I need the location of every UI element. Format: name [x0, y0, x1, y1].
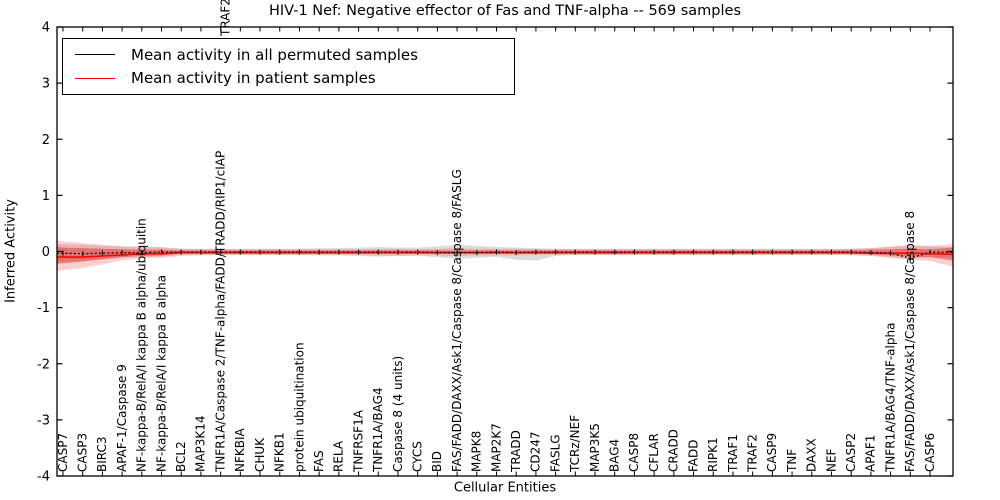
x-tick-label: CHUK — [253, 437, 267, 472]
x-tick-label: protein ubiquitination — [292, 342, 306, 472]
y-tick-label: 1 — [42, 189, 50, 204]
band-patient-samples-std-inner — [57, 247, 953, 264]
y-tick-label: 0 — [42, 245, 50, 260]
x-tick-label: FAS/FADD/DAXX/Ask1/Caspase 8/Caspase 8 — [903, 211, 917, 472]
x-tick-label: TNFR1A/Caspase 2/TNF-alpha/FADD/TRADD/RI… — [213, 151, 227, 473]
x-tick-label: NF-kappa-B/RelA/I kappa B alpha/ubiquiti… — [135, 218, 149, 472]
x-tick-label: BID — [430, 451, 444, 472]
chart-title: HIV-1 Nef: Negative effector of Fas and … — [268, 3, 742, 19]
legend-label-permuted: Mean activity in all permuted samples — [131, 45, 418, 64]
y-tick-label: -3 — [37, 413, 50, 428]
x-tick-label: CASP8 — [627, 433, 641, 472]
x-tick-label: FASLG — [548, 434, 562, 472]
x-tick-label: FADD — [686, 440, 700, 473]
legend-label-patient: Mean activity in patient samples — [131, 69, 376, 88]
x-tick-label: CRADD — [667, 429, 681, 472]
x-tick-label: TRADD — [509, 430, 523, 473]
x-tick-label: BAG4 — [608, 439, 622, 472]
x-tick-label: MAPK8 — [470, 431, 484, 472]
legend-line-sample-black — [75, 54, 115, 56]
y-tick-label: -1 — [37, 301, 50, 316]
x-tick-label: BIRC3 — [95, 436, 109, 472]
x-tick-label: APAF-1/Caspase 9 — [115, 364, 129, 472]
x-tick-label: CASP7 — [56, 433, 70, 472]
y-tick-label: 2 — [42, 133, 50, 148]
x-tick-label: CD247 — [529, 431, 543, 472]
x-tick-label: BCL2 — [174, 441, 188, 472]
legend-entry-patient: Mean activity in patient samples — [63, 69, 514, 87]
x-tick-label: NFKBIA — [233, 427, 247, 472]
x-tick-label: CYCS — [411, 441, 425, 472]
legend: Mean activity in all permuted samples Me… — [62, 38, 515, 95]
x-axis-label: Cellular Entities — [453, 480, 557, 496]
x-tick-label: RELA — [332, 440, 346, 472]
x-tick-label: TNFR1A/BAG4/TNF-alpha — [883, 323, 897, 473]
x-tick-label: Caspase 8 (4 units) — [391, 356, 405, 472]
x-tick-label: TNF — [785, 449, 799, 473]
y-axis-label: Inferred Activity — [3, 199, 19, 303]
x-tick-label: TCRz/NEF — [568, 415, 582, 473]
y-tick-label: -4 — [37, 470, 50, 485]
x-tick-label: NEF — [824, 448, 838, 472]
y-tick-label: 4 — [42, 21, 50, 36]
x-tick-label: CASP9 — [765, 433, 779, 472]
y-tick-label: -2 — [37, 357, 50, 372]
x-tick-label: TRAF1 — [726, 434, 740, 473]
x-tick-label: TRAF2 — [746, 434, 760, 473]
x-tick-label: CASP3 — [76, 433, 90, 472]
top-annotation: TRAF2 — [218, 0, 232, 37]
y-tick-label: 3 — [42, 77, 50, 92]
x-tick-label: CASP6 — [923, 433, 937, 472]
x-tick-label: DAXX — [805, 438, 819, 472]
x-tick-label: MAP3K14 — [194, 415, 208, 472]
legend-entry-permuted: Mean activity in all permuted samples — [63, 46, 514, 64]
x-tick-label: NF-kappa-B/RelA/I kappa B alpha — [154, 275, 168, 472]
x-tick-label: FAS — [312, 450, 326, 472]
x-tick-label: TNFRSF1A — [351, 409, 365, 473]
x-tick-label: CASP2 — [844, 433, 858, 472]
x-tick-label: APAF1 — [864, 435, 878, 472]
legend-line-sample-red — [75, 77, 115, 79]
x-tick-label: RIPK1 — [706, 437, 720, 472]
x-tick-label: MAP2K7 — [489, 423, 503, 472]
x-tick-label: TNFR1A/BAG4 — [371, 387, 385, 473]
x-tick-label: NFKB1 — [273, 432, 287, 472]
x-tick-label: CFLAR — [647, 433, 661, 472]
x-tick-label: MAP3K5 — [588, 423, 602, 472]
x-tick-label: FAS/FADD/DAXX/Ask1/Caspase 8/Caspase 8/F… — [450, 169, 464, 472]
